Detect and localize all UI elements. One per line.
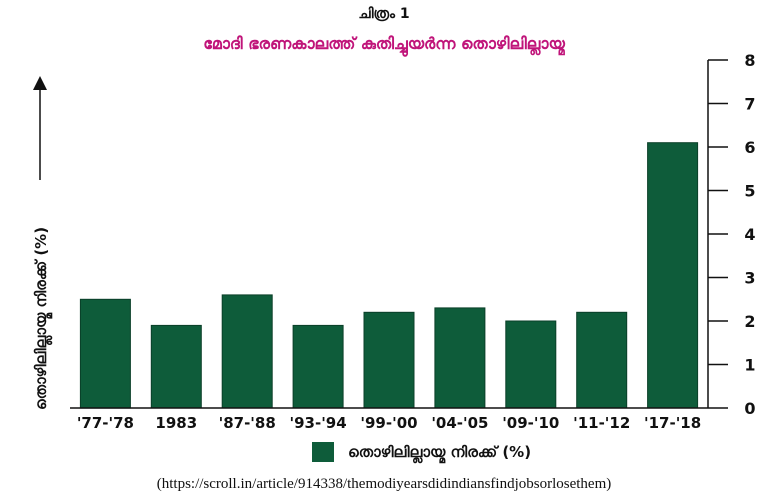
figure-label: ചിത്രം 1 — [358, 6, 410, 22]
bar — [79, 298, 131, 409]
legend: തൊഴിലില്ലായ്മ നിരക്ക് (%) — [312, 442, 531, 462]
y-tick-label: 1 — [744, 356, 755, 375]
bar — [150, 324, 202, 409]
legend-swatch — [312, 442, 334, 462]
bar — [292, 324, 344, 409]
y-tick-label: 3 — [744, 269, 755, 288]
x-tick-label: '99-'00 — [360, 414, 417, 432]
x-tick-label: '93-'94 — [290, 414, 347, 432]
y-axis-label: തൊഴിലില്ലായ്മ നിരക്ക് (%) — [32, 227, 53, 410]
y-tick-label: 4 — [744, 225, 755, 244]
legend-label: തൊഴിലില്ലായ്മ നിരക്ക് (%) — [348, 443, 532, 461]
x-tick-label: '87-'88 — [219, 414, 276, 432]
y-tick-label: 2 — [744, 312, 755, 331]
x-tick-label: '11-'12 — [573, 414, 630, 432]
chart-title: മോദി ഭരണകാലത്ത് കുതിച്ചുയർന്ന തൊഴിലില്ലാ… — [203, 34, 565, 53]
y-tick-label: 0 — [744, 399, 755, 418]
bar — [363, 311, 415, 409]
x-tick-label: '17-'18 — [644, 414, 701, 432]
bar — [434, 307, 486, 409]
bar — [647, 142, 699, 409]
y-axis-arrow — [33, 76, 47, 180]
x-tick-label: 1983 — [155, 414, 197, 432]
bar — [505, 320, 557, 409]
source-citation: (https://scroll.in/article/914338/themod… — [156, 476, 612, 492]
bar — [576, 311, 628, 409]
y-tick-label: 8 — [744, 51, 755, 70]
y-tick-label: 5 — [744, 182, 755, 201]
y-tick-label: 6 — [744, 138, 755, 157]
bar — [221, 294, 273, 409]
x-tick-label: '09-'10 — [502, 414, 559, 432]
x-tick-label: '04-'05 — [431, 414, 488, 432]
y-tick-label: 7 — [744, 95, 755, 114]
x-tick-label: '77-'78 — [77, 414, 134, 432]
